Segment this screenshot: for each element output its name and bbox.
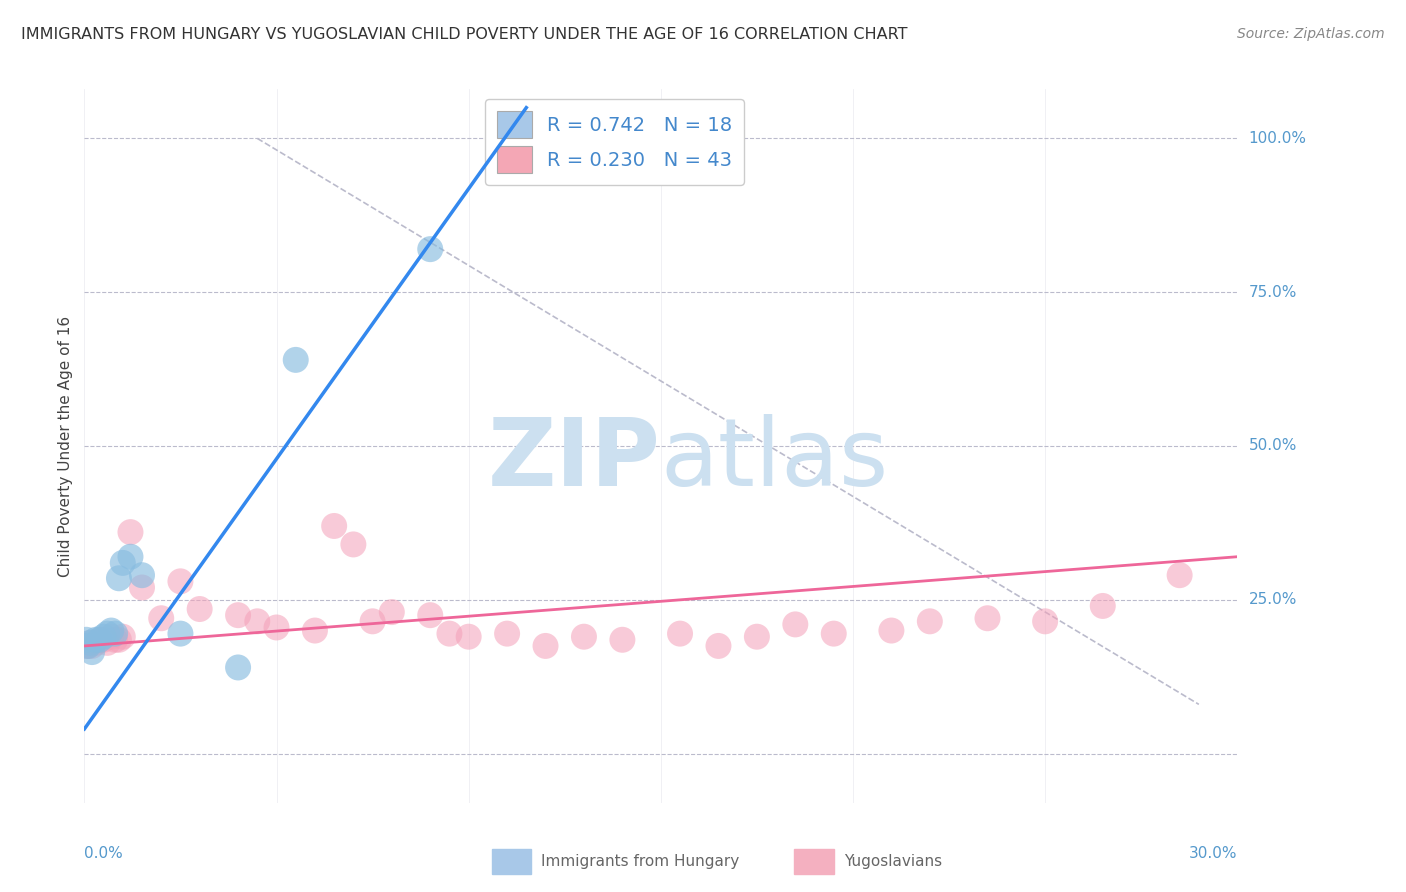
Text: atlas: atlas (661, 414, 889, 507)
Point (111, 556, 134, 570)
Point (918, 615, 941, 629)
Text: 100.0%: 100.0% (1249, 131, 1306, 146)
Point (84, 636, 107, 650)
Text: 0.0%: 0.0% (84, 846, 124, 861)
Point (226, 608, 249, 623)
Point (323, 519, 346, 533)
Text: 30.0%: 30.0% (1189, 846, 1237, 861)
Point (669, 626, 692, 640)
Point (169, 574, 191, 589)
Point (131, 568, 153, 582)
Point (381, 605, 404, 619)
Text: 75.0%: 75.0% (1249, 285, 1298, 300)
Text: 50.0%: 50.0% (1249, 439, 1298, 453)
Point (77, 639, 100, 653)
Point (880, 624, 903, 638)
Point (785, 617, 807, 632)
Point (823, 626, 845, 640)
Point (100, 624, 122, 638)
Point (419, 608, 441, 623)
Point (93, 630, 115, 644)
Point (89, 632, 111, 647)
Text: IMMIGRANTS FROM HUNGARY VS YUGOSLAVIAN CHILD POVERTY UNDER THE AGE OF 16 CORRELA: IMMIGRANTS FROM HUNGARY VS YUGOSLAVIAN C… (21, 27, 908, 42)
Point (131, 581, 153, 595)
Point (108, 632, 131, 647)
Point (93, 632, 115, 647)
Point (108, 571, 131, 585)
Text: 25.0%: 25.0% (1249, 592, 1298, 607)
Point (150, 611, 173, 625)
Point (976, 611, 998, 625)
Point (246, 615, 269, 629)
Point (534, 639, 557, 653)
Point (226, 660, 249, 674)
Text: ZIP: ZIP (488, 414, 661, 507)
Point (304, 624, 326, 638)
Y-axis label: Child Poverty Under the Age of 16: Child Poverty Under the Age of 16 (58, 316, 73, 576)
Point (96, 636, 118, 650)
Point (89, 632, 111, 647)
Point (419, 242, 441, 256)
Point (1091, 599, 1114, 613)
Point (104, 632, 127, 647)
Point (84, 632, 107, 647)
Point (79, 636, 101, 650)
Text: Source: ZipAtlas.com: Source: ZipAtlas.com (1237, 27, 1385, 41)
Point (457, 630, 479, 644)
Text: Immigrants from Hungary: Immigrants from Hungary (541, 855, 740, 869)
Point (1168, 568, 1191, 582)
Point (100, 630, 122, 644)
Point (745, 630, 768, 644)
Text: Yugoslavians: Yugoslavians (844, 855, 942, 869)
Point (77, 639, 100, 653)
Point (120, 525, 142, 540)
Point (169, 626, 191, 640)
Point (120, 549, 142, 564)
Point (266, 620, 288, 634)
Point (111, 630, 134, 644)
Point (79, 636, 101, 650)
Point (439, 626, 461, 640)
Point (80, 645, 103, 659)
Point (104, 626, 127, 640)
Point (75, 639, 97, 653)
Point (96, 626, 118, 640)
Point (496, 626, 519, 640)
Point (80, 639, 103, 653)
Point (612, 632, 634, 647)
Point (707, 639, 730, 653)
Point (342, 537, 364, 551)
Point (572, 630, 595, 644)
Point (284, 352, 307, 367)
Point (1033, 615, 1056, 629)
Point (75, 632, 97, 647)
Point (188, 602, 211, 616)
Point (361, 615, 384, 629)
Legend: R = 0.742   N = 18, R = 0.230   N = 43: R = 0.742 N = 18, R = 0.230 N = 43 (485, 99, 744, 185)
